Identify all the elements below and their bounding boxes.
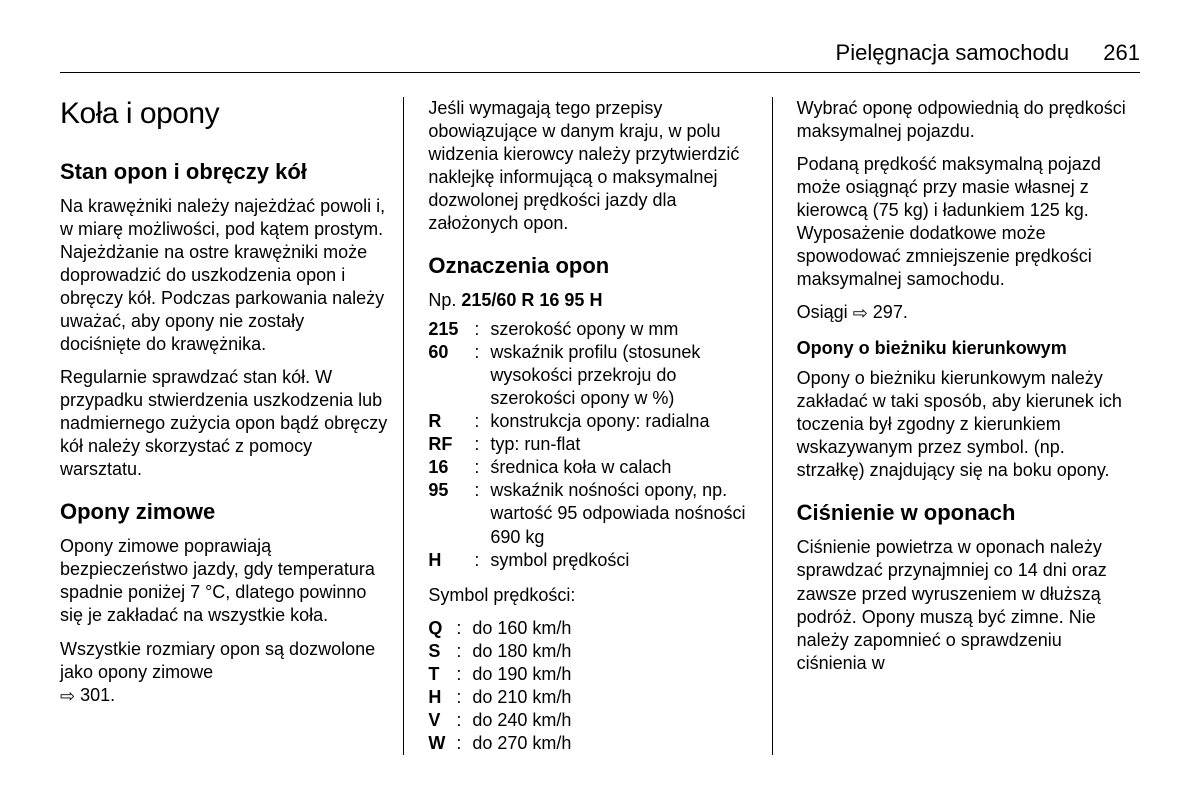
def-row: 60:wskaźnik profilu (stosunek wysokości … — [428, 341, 757, 410]
speed-symbol-label: Symbol prędkości: — [428, 584, 757, 607]
xref-arrow-icon: ⇨ — [853, 302, 868, 325]
body-text: Ciśnienie powietrza w oponach należy spr… — [797, 536, 1126, 674]
page-header: Pielęgnacja samochodu 261 — [60, 40, 1140, 73]
def-row: W:do 270 km/h — [428, 732, 757, 755]
tyre-code-definitions: 215:szerokość opony w mm 60:wskaźnik pro… — [428, 318, 757, 571]
column-3: Wybrać oponę odpowiednią do prędkości ma… — [797, 97, 1140, 755]
def-row: H:do 210 km/h — [428, 686, 757, 709]
heading-tyre-designations: Oznaczenia opon — [428, 253, 757, 279]
body-text: Regularnie sprawdzać stan kół. W przypad… — [60, 366, 389, 481]
body-text: Osiągi ⇨ 297. — [797, 301, 1126, 324]
heading-winter-tyres: Opony zimowe — [60, 499, 389, 525]
def-row: H:symbol prędkości — [428, 549, 757, 572]
def-row: T:do 190 km/h — [428, 663, 757, 686]
def-row: RF:typ: run-flat — [428, 433, 757, 456]
heading-tyre-pressure: Ciśnienie w oponach — [797, 500, 1126, 526]
def-row: Q:do 160 km/h — [428, 617, 757, 640]
body-text: Wybrać oponę odpowiednią do prędkości ma… — [797, 97, 1126, 143]
section-title: Pielęgnacja samochodu — [836, 40, 1070, 65]
content-columns: Koła i opony Stan opon i obręczy kół Na … — [60, 97, 1140, 755]
def-row: S:do 180 km/h — [428, 640, 757, 663]
cross-reference: ⇨ 297. — [853, 301, 908, 324]
def-row: 95:wskaźnik nośności opony, np. wartość … — [428, 479, 757, 548]
body-text: Jeśli wymagają tego przepisy obowiązując… — [428, 97, 757, 235]
body-text: Opony o bieżniku kierunkowym należy zakł… — [797, 367, 1126, 482]
column-2: Jeśli wymagają tego przepisy obowiązując… — [428, 97, 772, 755]
def-row: R:konstrukcja opony: radialna — [428, 410, 757, 433]
body-text: Podaną prędkość maksymalną pojazd może o… — [797, 153, 1126, 291]
heading-directional-tread: Opony o bieżniku kierunkowym — [797, 338, 1126, 359]
tyre-code-example: Np. 215/60 R 16 95 H — [428, 289, 757, 312]
body-text: Opony zimowe poprawiają bezpieczeństwo j… — [60, 535, 389, 627]
manual-page: Pielęgnacja samochodu 261 Koła i opony S… — [0, 0, 1200, 802]
page-number: 261 — [1103, 40, 1140, 65]
speed-symbol-list: Q:do 160 km/h S:do 180 km/h T:do 190 km/… — [428, 617, 757, 755]
heading-tyre-rim-condition: Stan opon i obręczy kół — [60, 159, 389, 185]
column-1: Koła i opony Stan opon i obręczy kół Na … — [60, 97, 404, 755]
body-text: Na krawężniki należy najeżdżać powoli i,… — [60, 195, 389, 356]
def-row: 215:szerokość opony w mm — [428, 318, 757, 341]
body-text: Wszystkie rozmiary opon są dozwolone jak… — [60, 638, 389, 707]
cross-reference: ⇨ 301. — [60, 684, 115, 707]
xref-arrow-icon: ⇨ — [60, 685, 75, 708]
def-row: V:do 240 km/h — [428, 709, 757, 732]
def-row: 16:średnica koła w calach — [428, 456, 757, 479]
heading-wheels-tyres: Koła i opony — [60, 97, 389, 131]
